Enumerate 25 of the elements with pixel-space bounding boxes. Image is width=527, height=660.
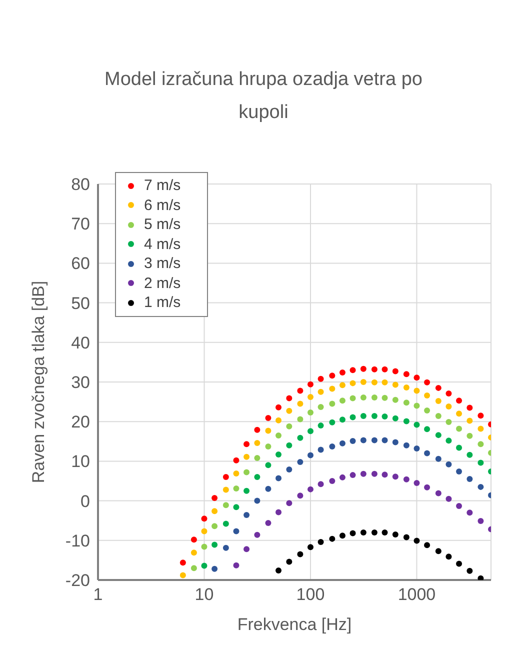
legend-label: 7 m/s: [144, 176, 181, 196]
x-tick-label: 1: [93, 585, 103, 604]
y-tick-label: 30: [71, 373, 90, 392]
y-tick-label: -10: [65, 531, 90, 550]
legend-label: 6 m/s: [144, 196, 181, 215]
legend-label: 4 m/s: [144, 234, 181, 254]
x-tick-label: 10: [194, 585, 214, 604]
legend-label: 5 m/s: [144, 215, 181, 234]
y-tick-label: 40: [71, 333, 90, 352]
y-tick-label: 0: [80, 492, 90, 511]
legend-label: 2 m/s: [144, 274, 181, 293]
legend-label: 1 m/s: [144, 293, 181, 312]
x-tick-label: 1000: [398, 585, 436, 604]
y-tick-label: 60: [71, 254, 90, 274]
x-tick-label: 100: [296, 585, 325, 604]
y-tick-label: 20: [71, 412, 90, 432]
y-tick-label: 70: [71, 214, 90, 234]
x-axis-title: Frekvenca [Hz]: [237, 615, 352, 634]
y-tick-label: 80: [71, 175, 90, 194]
y-tick-label: 10: [71, 452, 90, 472]
y-tick-label: -20: [65, 571, 90, 590]
chart-title: Model izračuna hrupa ozadja vetra po kupoli: [104, 68, 424, 125]
legend-label: 3 m/s: [144, 254, 181, 274]
y-tick-label: 50: [71, 294, 90, 313]
y-axis-title: Raven zvočnega tlaka [dB]: [29, 280, 48, 484]
